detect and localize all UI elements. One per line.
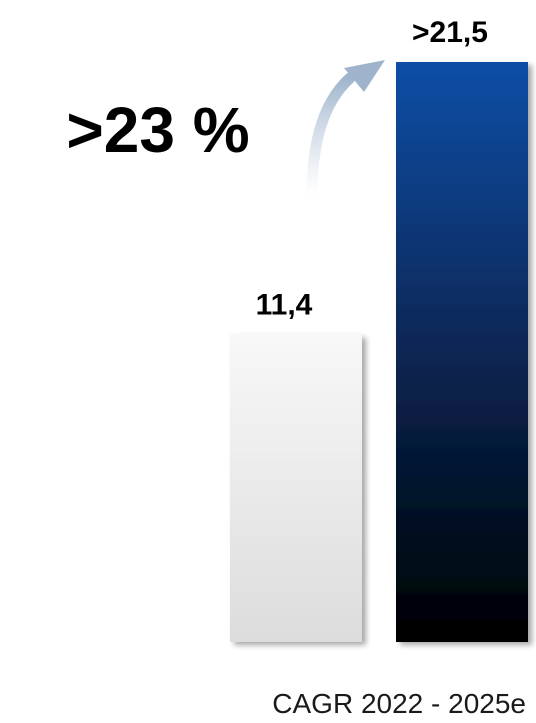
bars-layer xyxy=(230,62,528,642)
cagr-value: >23 % xyxy=(66,94,249,166)
data-labels-layer: 11,4 >21,5 xyxy=(256,16,488,321)
growth-arrow-curve xyxy=(306,72,356,202)
bar-2025e xyxy=(396,62,528,642)
bar-2022 xyxy=(230,334,362,642)
growth-arrow xyxy=(306,60,385,202)
growth-arrow-head xyxy=(344,60,385,92)
bar-2025e-value-label: >21,5 xyxy=(412,16,488,49)
bar-2022-value-label: 11,4 xyxy=(256,288,313,321)
cagr-caption: CAGR 2022 - 2025e xyxy=(272,688,526,719)
